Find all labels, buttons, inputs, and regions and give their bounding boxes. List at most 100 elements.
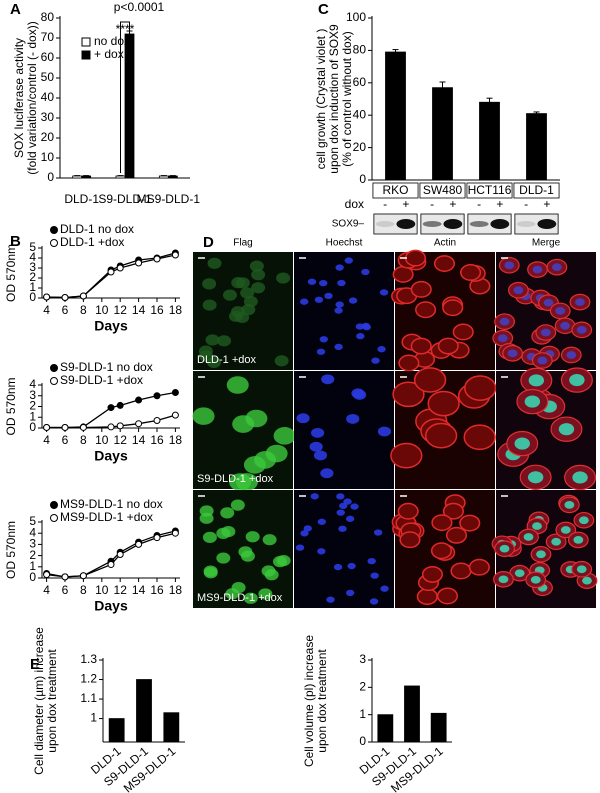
y-axis-label: cell growth (Crystal violet ) (314, 29, 328, 170)
blot-frame (467, 213, 512, 235)
micrograph (492, 252, 596, 370)
nucleus (319, 336, 328, 343)
nucleus (569, 374, 585, 387)
y-tick-label: 3 (29, 260, 36, 274)
nucleus (578, 516, 589, 525)
x-tick-label: 16 (150, 433, 164, 447)
bar (479, 101, 500, 181)
nucleus (336, 493, 345, 500)
nucleus (337, 279, 346, 287)
blot-band (375, 221, 395, 227)
cell (276, 272, 291, 284)
cell (231, 581, 246, 594)
series-marker (107, 404, 115, 412)
nucleus (564, 501, 575, 509)
bar (404, 685, 420, 743)
y-tick-label: 1.1 (80, 691, 97, 705)
cell (427, 390, 460, 417)
y-tick-label: 0 (47, 170, 54, 184)
cell (442, 299, 464, 317)
cell (226, 376, 249, 394)
y-tick-label: 30 (41, 110, 55, 124)
x-tick-label: 18 (169, 303, 183, 317)
cell (207, 257, 222, 269)
y-axis-label: OD 570nm (4, 521, 18, 579)
panel-label: A (10, 1, 21, 18)
cell (202, 531, 217, 543)
micrograph-bg (294, 252, 394, 370)
y-tick-label: 1 (29, 409, 36, 423)
category-box (513, 182, 560, 199)
nucleus (524, 395, 541, 408)
cell (202, 278, 217, 290)
y-axis-label: upon dox treatment (315, 649, 329, 753)
x-tick-label: 18 (169, 583, 183, 597)
series-marker (171, 389, 179, 397)
bar (432, 87, 453, 181)
micrograph (193, 490, 293, 608)
series-marker (79, 292, 87, 300)
y-tick-label: 4 (29, 250, 36, 264)
nucleus (317, 518, 327, 525)
y-tick-label: 1 (90, 711, 97, 725)
cell (229, 473, 252, 491)
blot-lane-label: + (543, 197, 550, 211)
nucleus (528, 374, 545, 387)
legend-label: MS9-DLD-1 no dox (60, 497, 163, 511)
x-tick-label: S9-DLD-1 (98, 192, 152, 206)
series-marker (171, 529, 179, 537)
nucleus (338, 525, 347, 532)
cell (273, 427, 296, 445)
cell (265, 444, 288, 463)
blot-band (396, 219, 416, 229)
series-marker (43, 293, 51, 301)
cell (463, 424, 496, 451)
x-tick-label: 10 (95, 433, 109, 447)
x-tick-label: 6 (62, 583, 69, 597)
y-tick-label: 60 (353, 75, 367, 89)
nucleus (377, 346, 386, 353)
y-axis-label: (fold variation/control (- dox)) (25, 21, 39, 174)
legend-label: S9-DLD-1 +dox (60, 373, 143, 387)
y-tick-label: 20 (41, 130, 55, 144)
cell (415, 301, 437, 319)
blot-label: SOX9– (332, 219, 365, 230)
series-marker (135, 259, 143, 267)
legend-label: DLD-1 +dox (60, 235, 124, 249)
cell (251, 269, 266, 281)
x-tick-label: 4 (43, 583, 50, 597)
cell (258, 588, 273, 600)
cell (241, 304, 256, 316)
micrograph (294, 252, 394, 370)
cell (410, 337, 432, 355)
x-tick-label: HCT116 (468, 183, 512, 197)
cell (232, 415, 255, 433)
nucleus (560, 321, 570, 330)
blot-lane-label: - (383, 197, 387, 211)
y-tick-label: 40 (41, 90, 55, 104)
blot-band (422, 221, 442, 227)
legend-label: DLD-1 no dox (60, 222, 134, 236)
nucleus (350, 503, 359, 510)
nucleus (507, 349, 518, 358)
x-axis-label: Days (94, 448, 128, 464)
micrograph (391, 490, 495, 608)
nucleus (352, 389, 367, 400)
bar (526, 113, 547, 181)
y-tick-label: 5 (29, 514, 36, 528)
series-marker (135, 420, 143, 428)
y-tick-label: 20 (353, 140, 367, 154)
nucleus (560, 526, 571, 534)
nucleus (552, 263, 562, 272)
nucleus (348, 297, 358, 304)
nucleus (319, 279, 328, 287)
y-tick-label: 3 (359, 652, 366, 666)
bar (124, 33, 135, 179)
nucleus (299, 298, 309, 305)
row-label: S9-DLD-1 +dox (197, 473, 274, 485)
y-tick-label: 1 (359, 707, 366, 721)
cell (397, 502, 419, 520)
nucleus (307, 278, 317, 285)
y-axis-label: upon dox treatment (45, 649, 59, 753)
